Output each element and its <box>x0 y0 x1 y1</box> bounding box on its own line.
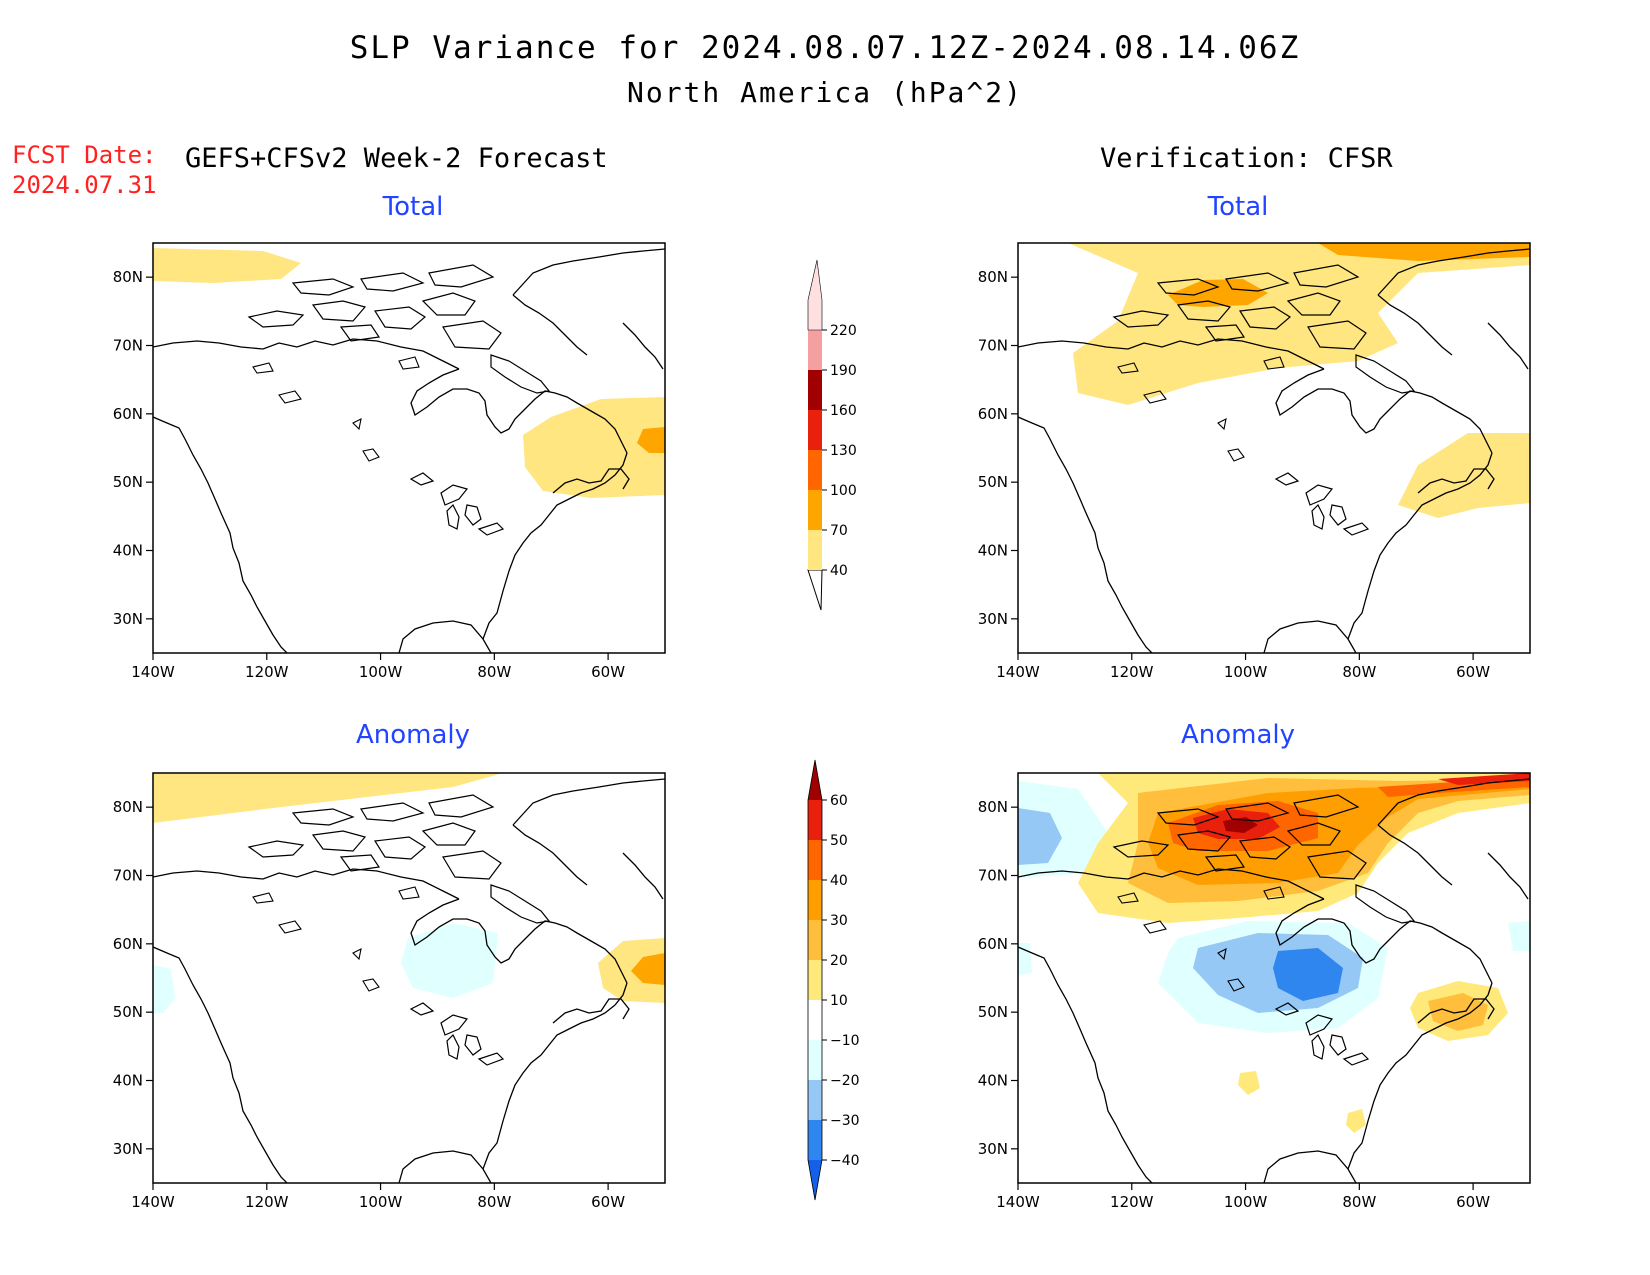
colorbar-total-label: 40 <box>830 563 848 579</box>
lon-tick-label: 100W <box>359 1193 403 1211</box>
lon-tick-label: 80W <box>477 663 511 681</box>
lon-tick-label: 80W <box>1342 663 1376 681</box>
colorbar-anomaly-segment <box>808 1040 822 1080</box>
lat-tick-label: 80N <box>978 798 1008 816</box>
colorbar-anomaly-lower-tip <box>808 1160 822 1200</box>
lat-tick-label: 70N <box>113 867 143 885</box>
lon-tick-label: 80W <box>477 1193 511 1211</box>
colorbar-anomaly-segment <box>808 960 822 1000</box>
colorbar-total-segment <box>808 530 822 570</box>
lat-tick-label: 30N <box>978 1140 1008 1158</box>
panel-title-verif-total: Total <box>1207 192 1269 222</box>
colorbar-total-segment <box>808 450 822 490</box>
lat-tick-label: 60N <box>978 405 1008 423</box>
lat-tick-label: 70N <box>978 867 1008 885</box>
main-title: SLP Variance for 2024.08.07.12Z-2024.08.… <box>349 30 1301 66</box>
panel-fcst-total <box>152 242 666 654</box>
lat-tick-label: 80N <box>113 268 143 286</box>
lon-tick-label: 120W <box>245 1193 289 1211</box>
panel-title-verif-anomaly: Anomaly <box>1180 720 1296 750</box>
lon-tick-label: 60W <box>591 1193 625 1211</box>
colorbar-total-segment <box>808 370 822 410</box>
lon-tick-label: 80W <box>1342 1193 1376 1211</box>
lon-tick-label: 100W <box>1224 1193 1268 1211</box>
colorbar-total-segment <box>807 259 823 331</box>
lat-tick-label: 70N <box>978 337 1008 355</box>
lat-tick-label: 60N <box>978 935 1008 953</box>
lon-tick-label: 140W <box>131 663 175 681</box>
colorbar-total-segment <box>808 410 822 450</box>
fcst-date-value: 2024.07.31 <box>12 171 157 199</box>
lon-tick-label: 120W <box>1110 1193 1154 1211</box>
panel-verif-total <box>1017 242 1531 654</box>
lon-tick-label: 100W <box>359 663 403 681</box>
lat-tick-label: 50N <box>978 473 1008 491</box>
lon-tick-label: 120W <box>1110 663 1154 681</box>
colorbar-anomaly-label: 40 <box>830 873 848 889</box>
colorbar-total-label: 220 <box>830 323 857 339</box>
lat-tick-label: 40N <box>113 1072 143 1090</box>
colorbar-total-label: 70 <box>830 523 848 539</box>
lat-tick-label: 30N <box>113 1140 143 1158</box>
axes-layer: 140W 120W 100W 80W 60W 80N 70N 60N 50N 40N 30N 140W… <box>113 268 1491 1211</box>
fcst-date-block: FCST Date: 2024.07.31 <box>12 140 157 200</box>
colorbar-anomaly-segment <box>808 840 822 880</box>
colorbar-anomaly-segment <box>808 1000 822 1040</box>
colorbar-anomaly-label: 60 <box>830 793 848 809</box>
lat-tick-label: 50N <box>113 1003 143 1021</box>
colorbar-anomaly-segment <box>808 880 822 920</box>
lon-tick-label: 60W <box>591 663 625 681</box>
colorbar-anomaly: −40 −30 −20 −10 10 20 30 40 50 60 <box>807 759 860 1201</box>
lat-tick-label: 40N <box>978 1072 1008 1090</box>
colorbar-anomaly-upper-tip <box>808 760 822 800</box>
lon-tick-label: 140W <box>996 663 1040 681</box>
colorbar-anomaly-label: 10 <box>830 993 848 1009</box>
colorbar-anomaly-label: 50 <box>830 833 848 849</box>
colorbar-total-label: 190 <box>830 363 857 379</box>
lon-tick-label: 100W <box>1224 663 1268 681</box>
panel-title-fcst-total: Total <box>382 192 444 222</box>
colorbar-anomaly-segment <box>808 1120 822 1160</box>
lat-tick-label: 60N <box>113 935 143 953</box>
lat-tick-label: 60N <box>113 405 143 423</box>
lat-tick-label: 40N <box>113 542 143 560</box>
panel-title-fcst-anomaly: Anomaly <box>355 720 471 750</box>
lat-tick-label: 30N <box>978 610 1008 628</box>
colorbar-anomaly-label: 30 <box>830 913 848 929</box>
lat-tick-label: 70N <box>113 337 143 355</box>
lat-tick-label: 50N <box>978 1003 1008 1021</box>
lon-tick-label: 140W <box>131 1193 175 1211</box>
lon-tick-label: 140W <box>996 1193 1040 1211</box>
colorbar-anomaly-segment <box>808 800 822 840</box>
colorbar-anomaly-label: −40 <box>830 1153 860 1169</box>
lat-tick-label: 50N <box>113 473 143 491</box>
main-subtitle: North America (hPa^2) <box>626 76 1023 109</box>
colorbar-anomaly-label: −20 <box>830 1073 860 1089</box>
panel-verif-anomaly <box>1017 772 1531 1184</box>
fcst-date-label: FCST Date: <box>12 141 157 169</box>
lat-tick-label: 40N <box>978 542 1008 560</box>
lat-tick-label: 80N <box>978 268 1008 286</box>
colorbar-total-segment <box>808 330 822 370</box>
model-label: GEFS+CFSv2 Week-2 Forecast <box>185 143 608 174</box>
colorbar-anomaly-label: −10 <box>830 1033 860 1049</box>
colorbar-total-segment <box>808 490 822 530</box>
verification-label: Verification: CFSR <box>1100 143 1393 174</box>
lat-tick-label: 30N <box>113 610 143 628</box>
colorbar-total-label: 100 <box>830 483 857 499</box>
colorbar-anomaly-label: −30 <box>830 1113 860 1129</box>
lat-tick-label: 80N <box>113 798 143 816</box>
lon-tick-label: 60W <box>1456 1193 1490 1211</box>
colorbar-total-label: 160 <box>830 403 857 419</box>
colorbar-anomaly-segment <box>808 1080 822 1120</box>
lon-tick-label: 120W <box>245 663 289 681</box>
colorbar-total-lower-tail <box>807 569 823 611</box>
lon-tick-label: 60W <box>1456 663 1490 681</box>
colorbar-anomaly-segment <box>808 920 822 960</box>
colorbar-total: 40 70 100 130 160 190 220 <box>807 259 857 611</box>
colorbar-total-label: 130 <box>830 443 857 459</box>
colorbar-anomaly-label: 20 <box>830 953 848 969</box>
panel-fcst-anomaly <box>152 772 666 1184</box>
